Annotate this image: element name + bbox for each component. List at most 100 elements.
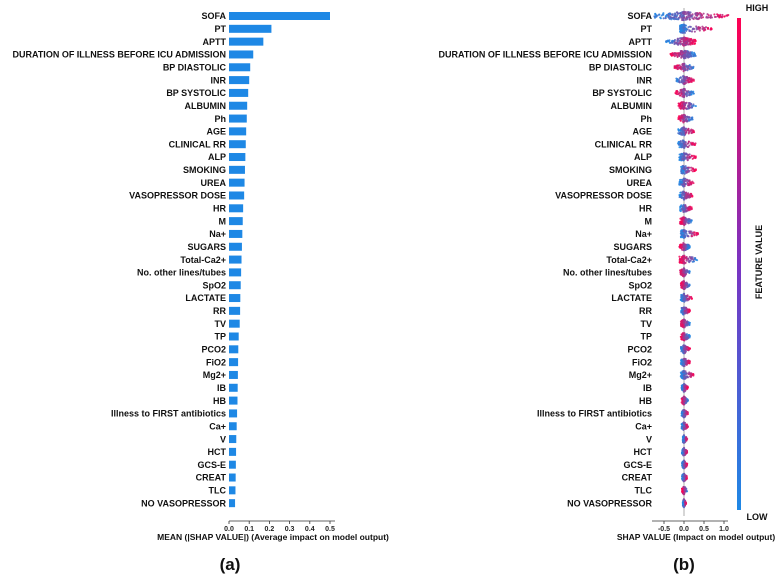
- swarm-row: [679, 292, 693, 303]
- colorbar-title: FEATURE VALUE: [754, 225, 764, 299]
- swarm-point: [682, 102, 686, 105]
- swarm-point: [706, 27, 710, 30]
- bar: [229, 294, 241, 303]
- bar: [229, 447, 237, 456]
- swarm-point: [682, 447, 685, 450]
- swarm-point: [701, 25, 704, 28]
- swarm-point: [691, 170, 694, 173]
- swarm-row: [674, 87, 695, 99]
- swarm-point: [688, 131, 691, 134]
- swarm-point: [682, 388, 685, 391]
- swarm-point: [681, 374, 684, 377]
- swarm-point: [681, 460, 685, 463]
- swarm-point: [682, 334, 685, 337]
- bar: [229, 486, 236, 495]
- swarm-point: [690, 169, 693, 172]
- swarm-point: [689, 181, 692, 184]
- swarm-feature-label: SMOKING: [609, 165, 652, 175]
- swarm-point: [679, 142, 683, 145]
- swarm-row: [681, 498, 688, 509]
- swarm-row: [677, 126, 696, 137]
- swarm-point: [697, 17, 700, 20]
- swarm-feature-label: PT: [640, 24, 652, 34]
- swarm-point: [686, 310, 689, 313]
- swarm-point: [681, 325, 684, 328]
- swarm-row: [678, 190, 694, 201]
- beeswarm-x-axis-title: SHAP VALUE (Impact on model output): [617, 532, 776, 542]
- swarm-point: [677, 17, 680, 20]
- swarm-point: [690, 90, 693, 93]
- swarm-point: [690, 297, 693, 300]
- swarm-x-tick-label: -0.5: [658, 526, 670, 533]
- swarm-feature-label: GCS-E: [623, 460, 652, 470]
- swarm-point: [679, 140, 682, 143]
- beeswarm-x-ticks: -0.5 0.0 0.5 1.0: [658, 521, 729, 533]
- bar-feature-label: LACTATE: [185, 293, 226, 303]
- bar-feature-label: TP: [214, 332, 226, 342]
- swarm-point: [688, 144, 691, 147]
- swarm-feature-label: SUGARS: [613, 242, 652, 252]
- bar-chart-bars: [229, 12, 330, 508]
- swarm-point: [676, 40, 680, 43]
- swarm-point: [681, 107, 684, 110]
- swarm-point: [687, 179, 690, 182]
- swarm-feature-label: Total-Ca2+: [606, 255, 652, 265]
- swarm-point: [677, 143, 681, 146]
- swarm-point: [682, 198, 685, 201]
- swarm-point: [677, 129, 680, 132]
- bar-feature-label: UREA: [200, 178, 226, 188]
- swarm-point: [680, 13, 683, 16]
- swarm-point: [691, 13, 694, 16]
- swarm-point: [683, 54, 686, 57]
- swarm-point: [727, 13, 730, 17]
- bar-x-tick-label: 0.1: [244, 526, 254, 533]
- swarm-point: [690, 166, 693, 169]
- swarm-point: [689, 372, 692, 375]
- swarm-point: [689, 130, 692, 133]
- swarm-point: [696, 233, 700, 236]
- swarm-point: [687, 257, 690, 260]
- swarm-point: [689, 41, 692, 44]
- swarm-point: [688, 68, 692, 71]
- swarm-point: [693, 42, 697, 45]
- swarm-point: [681, 275, 684, 278]
- swarm-point: [682, 203, 685, 207]
- swarm-point: [688, 102, 691, 105]
- swarm-point: [681, 490, 684, 493]
- swarm-row: [679, 344, 692, 355]
- swarm-point: [691, 129, 694, 132]
- bar-x-tick-label: 0.5: [325, 526, 335, 533]
- swarm-point: [678, 51, 682, 54]
- swarm-point: [670, 54, 673, 57]
- bar-feature-label: SOFA: [201, 11, 226, 21]
- swarm-point: [682, 228, 685, 232]
- swarm-point: [689, 14, 692, 17]
- swarm-point: [689, 257, 692, 260]
- swarm-point: [680, 411, 684, 414]
- swarm-row: [680, 164, 697, 175]
- bar-feature-label: SpO2: [202, 280, 226, 290]
- swarm-point: [684, 376, 687, 380]
- swarm-point: [686, 170, 689, 173]
- swarm-point: [682, 10, 686, 13]
- swarm-point: [702, 12, 705, 15]
- swarm-point: [701, 16, 705, 19]
- swarm-point: [682, 477, 685, 480]
- swarm-point: [691, 195, 694, 198]
- swarm-point: [692, 131, 696, 134]
- bar: [229, 370, 238, 379]
- bar: [229, 319, 240, 328]
- swarm-point: [688, 76, 691, 80]
- swarm-point: [681, 207, 684, 211]
- swarm-point: [682, 95, 685, 98]
- bar: [229, 217, 243, 226]
- swarm-point: [683, 422, 686, 425]
- swarm-point: [693, 170, 696, 173]
- swarm-point: [677, 118, 680, 121]
- swarm-point: [675, 77, 678, 80]
- swarm-point: [685, 269, 688, 272]
- swarm-point: [687, 322, 690, 325]
- bar-feature-label: HR: [213, 204, 226, 214]
- swarm-point: [684, 196, 687, 199]
